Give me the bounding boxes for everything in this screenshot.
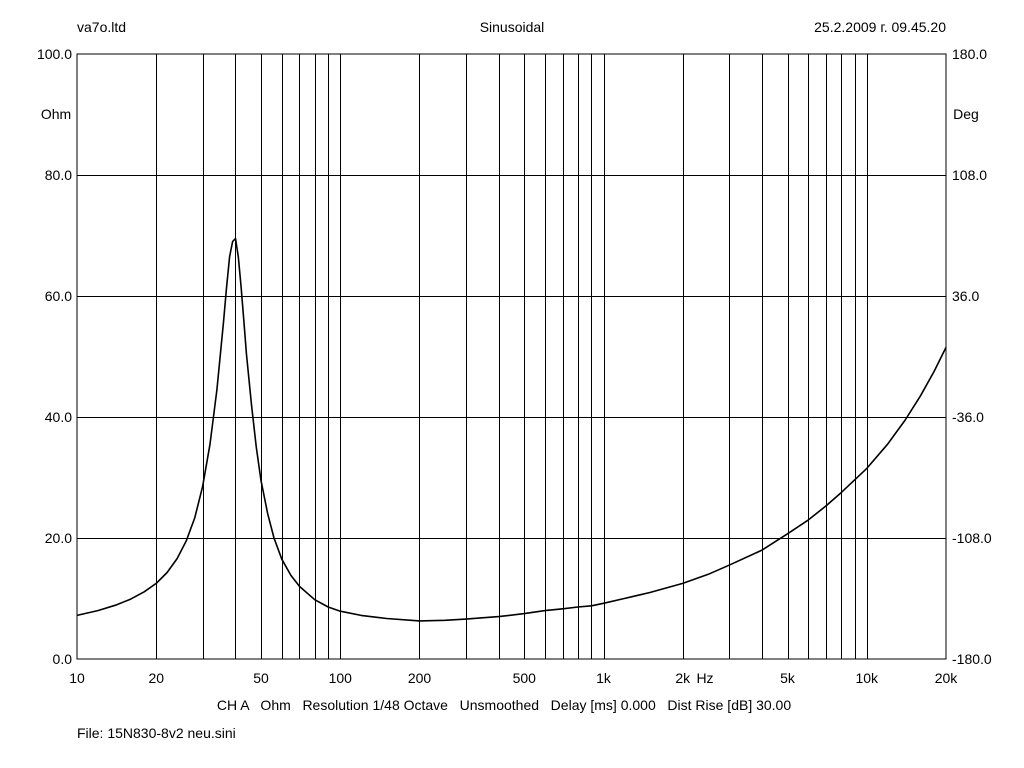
y2-tick-label: 180.0 — [952, 46, 987, 62]
x-tick-label: 500 — [513, 670, 537, 686]
y-tick-label: 0.0 — [53, 651, 73, 667]
y2-tick-label: -108.0 — [952, 530, 992, 546]
y-tick-label: 60.0 — [45, 288, 72, 304]
x-tick-label: 100 — [329, 670, 353, 686]
y2-tick-label: 36.0 — [952, 288, 979, 304]
measurement-mode-label: Sinusoidal — [480, 19, 545, 35]
y-axis-unit-label: Ohm — [41, 106, 71, 122]
grid-layer — [77, 54, 946, 659]
timestamp-label: 25.2.2009 г. 09.45.20 — [814, 19, 946, 35]
x-tick-label: 20k — [935, 670, 959, 686]
plot-frame — [76, 53, 947, 660]
y2-tick-label: 108.0 — [952, 167, 987, 183]
x-tick-label: 10 — [69, 670, 85, 686]
y-tick-label: 40.0 — [45, 409, 72, 425]
x-tick-label: 2k — [675, 670, 691, 686]
channel-info-label: CH A Ohm Resolution 1/48 Octave Unsmooth… — [217, 697, 791, 713]
y-tick-label: 20.0 — [45, 530, 72, 546]
impedance-curve — [76, 237, 947, 622]
x-tick-label: 1k — [596, 670, 612, 686]
y-tick-label: 80.0 — [45, 167, 72, 183]
x-tick-label: 200 — [408, 670, 432, 686]
y2-axis-unit-label: Deg — [953, 106, 979, 122]
x-tick-label: 5k — [780, 670, 796, 686]
file-label: File: 15N830-8v2 neu.sini — [77, 725, 236, 741]
y-tick-label: 100.0 — [37, 46, 72, 62]
x-tick-label: 10k — [855, 670, 879, 686]
x-tick-label: 50 — [253, 670, 269, 686]
tick-labels-layer: 10 20 50 100 200 500 1k 2k 5k 10k 20k 0.0 20.0 40.0 60… — [37, 46, 992, 686]
x-axis-unit-label: Hz — [696, 670, 713, 686]
y2-tick-label: -36.0 — [952, 409, 984, 425]
y2-tick-label: -180.0 — [952, 651, 992, 667]
x-tick-label: 20 — [148, 670, 164, 686]
company-label: va7o.ltd — [77, 19, 126, 35]
